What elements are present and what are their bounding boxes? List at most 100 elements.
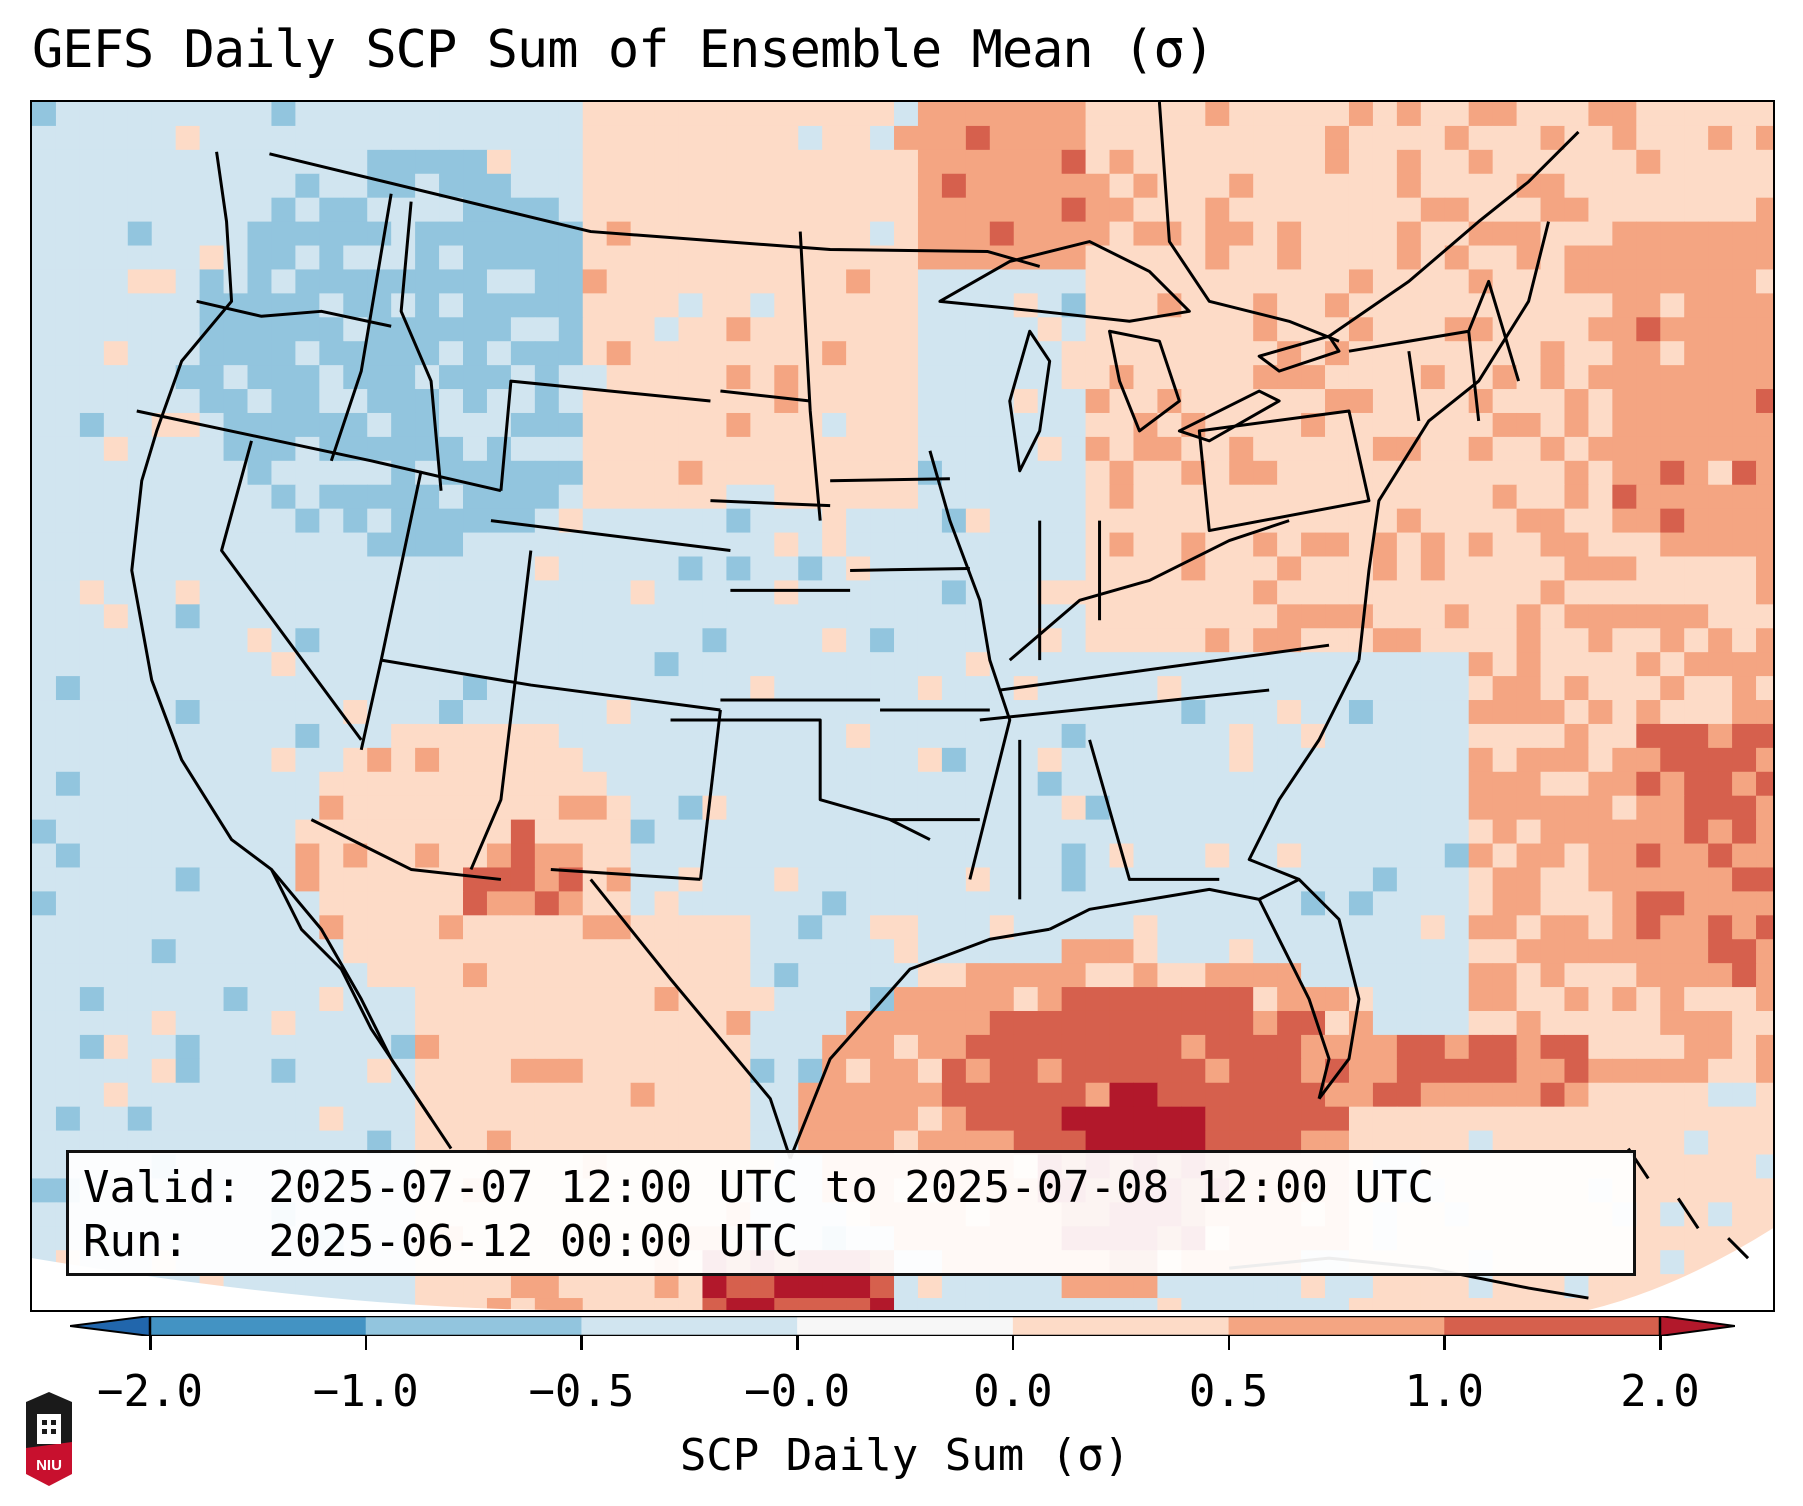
heatmap-cell (415, 580, 440, 605)
heatmap-cell (630, 1010, 656, 1036)
heatmap-cell (1732, 125, 1757, 151)
heatmap-cell (630, 1106, 656, 1132)
heatmap-cell (1756, 1178, 1773, 1203)
heatmap-cell (1253, 173, 1278, 199)
heatmap-cell (439, 723, 464, 749)
heatmap-cell (1205, 580, 1230, 605)
heatmap-cell (463, 771, 488, 797)
heatmap-cell (702, 436, 727, 462)
heatmap-cell (1205, 269, 1230, 294)
heatmap-cell (726, 556, 751, 581)
heatmap-cell (1061, 197, 1087, 223)
heatmap-cell (151, 341, 177, 366)
heatmap-cell (415, 1058, 440, 1084)
heatmap-cell (1492, 963, 1518, 988)
heatmap-cell (1756, 436, 1773, 462)
heatmap-cell (1133, 604, 1158, 629)
heatmap-cell (989, 102, 1015, 127)
heatmap-cell (726, 1106, 751, 1132)
heatmap-cell (798, 460, 823, 486)
heatmap-cell (343, 1274, 368, 1299)
heatmap-cell (965, 891, 991, 916)
heatmap-cell (486, 843, 512, 868)
heatmap-cell (1277, 747, 1302, 773)
domain-edge-right (1588, 1228, 1773, 1310)
heatmap-cell (1612, 317, 1637, 342)
heatmap-cell (1348, 795, 1374, 821)
heatmap-cell (1109, 1106, 1134, 1132)
heatmap-cell (702, 987, 727, 1012)
heatmap-cell (175, 628, 201, 653)
heatmap-cell (1684, 1130, 1709, 1156)
heatmap-cell (1660, 1226, 1685, 1251)
heatmap-cell (247, 197, 272, 223)
heatmap-cell (1229, 723, 1254, 749)
heatmap-cell (79, 341, 105, 366)
heatmap-cell (103, 460, 129, 486)
heatmap-cell (846, 341, 871, 366)
heatmap-cell (965, 389, 991, 414)
heatmap-cell (1756, 149, 1773, 175)
heatmap-cell (1013, 1058, 1039, 1084)
heatmap-cell (1301, 197, 1326, 223)
heatmap-cell (726, 987, 751, 1012)
heatmap-cell (103, 365, 129, 390)
heatmap-cell (127, 987, 153, 1012)
heatmap-cell (750, 245, 775, 270)
heatmap-cell (391, 460, 416, 486)
heatmap-cell (1205, 1106, 1230, 1132)
heatmap-cell (439, 221, 464, 247)
heatmap-cell (1348, 843, 1374, 868)
heatmap-cell (1660, 604, 1685, 629)
heatmap-cell (247, 221, 272, 247)
heatmap-cell (1708, 269, 1733, 294)
heatmap-cell (463, 532, 488, 557)
heatmap-cell (870, 365, 895, 390)
heatmap-cell (1013, 125, 1039, 151)
colorbar-segment (797, 1316, 1014, 1336)
heatmap-cell (1564, 436, 1589, 462)
heatmap-cell (1396, 723, 1422, 749)
heatmap-cell (175, 508, 201, 534)
heatmap-cell (1660, 939, 1685, 964)
heatmap-cell (1325, 412, 1350, 438)
heatmap-cell (32, 484, 57, 510)
heatmap-cell (654, 436, 680, 462)
heatmap-cell (1109, 484, 1134, 510)
heatmap-cell (654, 197, 680, 223)
heatmap-cell (822, 580, 847, 605)
heatmap-cell (1396, 652, 1422, 677)
heatmap-cell (199, 723, 225, 749)
heatmap-cell (1037, 795, 1063, 821)
heatmap-cell (1684, 795, 1709, 821)
heatmap-cell (606, 245, 632, 270)
heatmap-cell (1372, 365, 1398, 390)
heatmap-cell (1732, 484, 1757, 510)
heatmap-cell (32, 197, 57, 223)
heatmap-cell (726, 317, 751, 342)
heatmap-cell (989, 269, 1015, 294)
heatmap-cell (1732, 1058, 1757, 1084)
heatmap-cell (32, 1154, 57, 1179)
heatmap-cell (654, 987, 680, 1012)
heatmap-cell (175, 269, 201, 294)
heatmap-cell (79, 460, 105, 486)
heatmap-cell (1253, 317, 1278, 342)
sd-ne-border (710, 499, 831, 508)
heatmap-cell (151, 508, 177, 534)
heatmap-cell (271, 795, 296, 821)
heatmap-cell (1756, 484, 1773, 510)
heatmap-cell (750, 221, 775, 247)
heatmap-cell (1037, 1106, 1063, 1132)
heatmap-cell (1109, 102, 1134, 127)
heatmap-cell (199, 1082, 225, 1108)
heatmap-cell (463, 102, 488, 127)
heatmap-cell (1253, 867, 1278, 892)
heatmap-cell (582, 149, 608, 175)
heatmap-cell (1444, 891, 1470, 916)
heatmap-cell (1660, 891, 1685, 916)
heatmap-cell (1325, 149, 1350, 175)
heatmap-cell (151, 652, 177, 677)
heatmap-cell (870, 317, 895, 342)
heatmap-cell (941, 652, 967, 677)
